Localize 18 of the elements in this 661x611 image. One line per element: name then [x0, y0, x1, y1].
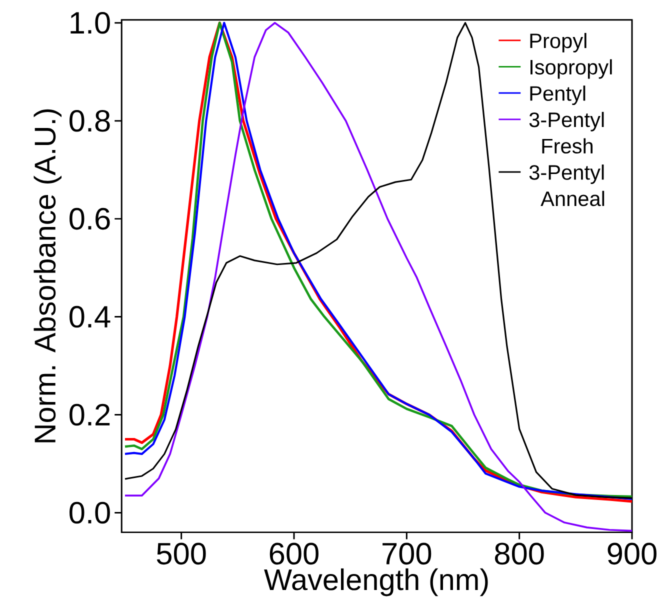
x-tick-label: 900	[608, 542, 656, 565]
legend-label: 3-Pentyl Fresh	[529, 112, 604, 154]
x-tick-label: 800	[494, 542, 544, 565]
x-tick-label: 700	[382, 542, 432, 565]
y-tick-label: 0.2	[70, 404, 110, 426]
y-tick-label: 0.8	[70, 110, 110, 132]
y-tick-label: 0.0	[70, 502, 110, 524]
y-tick-label: 1.0	[70, 12, 110, 34]
y-axis-title: Norm. Absorbance (A.U.)	[34, 109, 62, 442]
legend-label: 3-Pentyl Anneal	[529, 164, 604, 206]
legend-label: Isopropyl	[530, 59, 612, 79]
x-axis-title: Wavelength (nm)	[264, 568, 488, 596]
legend-label: Propyl	[530, 32, 586, 52]
legend-label: Pentyl	[530, 86, 586, 105]
x-tick-label: 600	[270, 542, 318, 565]
y-tick-label: 0.4	[70, 306, 110, 328]
y-tick-label: 0.6	[70, 208, 110, 230]
x-tick-label: 500	[156, 542, 206, 565]
